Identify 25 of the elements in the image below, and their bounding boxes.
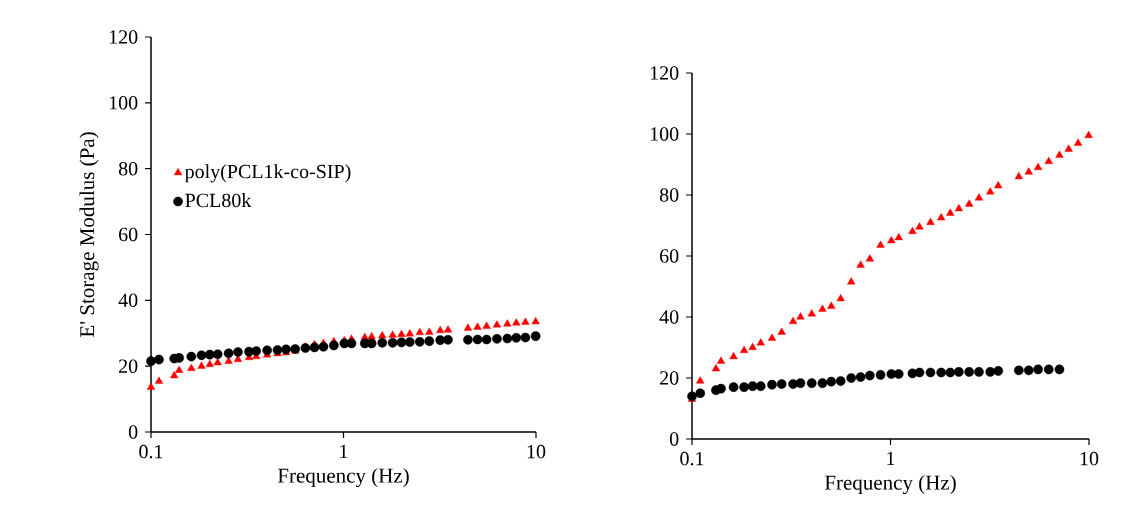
y-tick-label: 20 (119, 359, 138, 373)
x-axis-title: Frequency (Hz) (824, 474, 956, 495)
legend-label: poly(PCL1k-co-SIP) (184, 164, 351, 183)
y-axis-title: E' Storage Modulus (Pa) (79, 132, 99, 337)
x-tick-label: 1 (887, 451, 895, 466)
y-tick-label: 120 (650, 66, 679, 80)
x-tick-label: 1 (340, 444, 348, 459)
x-tick-label: 0.1 (139, 444, 163, 459)
y-tick-label: 0 (128, 425, 138, 439)
y-tick-label: 0 (669, 432, 679, 446)
y-tick-label: 40 (659, 310, 679, 324)
y-tick-label: 60 (119, 227, 138, 242)
y-tick-label: 60 (660, 249, 679, 263)
x-tick-label: 10 (527, 444, 546, 459)
x-tick-label: 10 (1080, 451, 1099, 466)
y-tick-label: 120 (109, 30, 138, 44)
y-tick-label: 20 (660, 371, 679, 385)
y-tick-label: 80 (659, 188, 679, 202)
y-tick-label: 100 (109, 96, 138, 110)
legend-label: PCL80k (185, 193, 252, 208)
x-tick-label: 0.1 (680, 451, 704, 466)
x-axis-title: Frequency (Hz) (277, 467, 409, 488)
y-tick-label: 100 (650, 127, 679, 141)
y-tick-label: 80 (118, 161, 138, 176)
y-tick-label: 40 (118, 293, 138, 308)
